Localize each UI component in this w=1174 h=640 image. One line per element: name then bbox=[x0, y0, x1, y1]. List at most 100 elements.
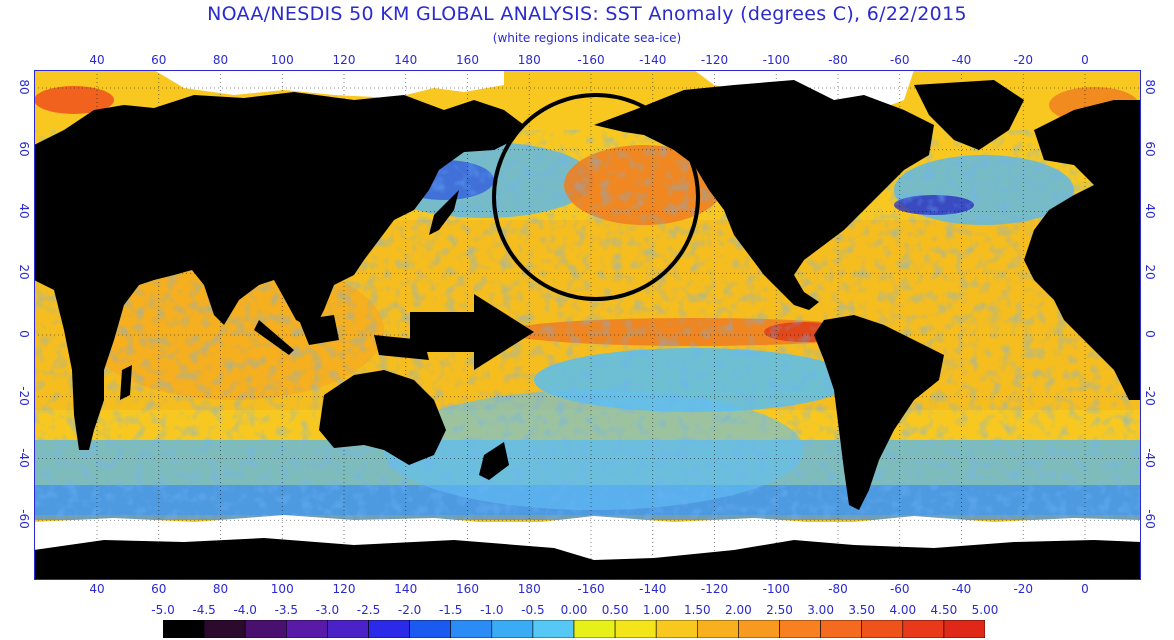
colorbar-swatch bbox=[573, 620, 616, 638]
colorbar-swatch bbox=[327, 620, 369, 638]
colorbar-tick-label: -5.0 bbox=[151, 603, 175, 617]
longitude-tick-label: 160 bbox=[456, 582, 479, 596]
longitude-tick-label: -80 bbox=[828, 582, 848, 596]
latitude-tick-label: 20 bbox=[1143, 264, 1157, 280]
latitude-tick-label: 0 bbox=[1143, 330, 1157, 338]
borneo bbox=[299, 315, 339, 345]
longitude-tick-label: -20 bbox=[1013, 582, 1034, 596]
colorbar-tick-label: 2.00 bbox=[725, 603, 752, 617]
europe-africa-east bbox=[1024, 100, 1141, 400]
longitude-tick-label: -20 bbox=[1013, 53, 1034, 67]
latitude-tick-label: 20 bbox=[17, 264, 31, 280]
antarctic-ice-edge bbox=[34, 515, 1141, 540]
colorbar-tick-label: 3.50 bbox=[848, 603, 876, 617]
latitude-tick-label: -20 bbox=[17, 385, 31, 406]
colorbar-swatch bbox=[409, 620, 452, 638]
longitude-tick-label: -60 bbox=[889, 53, 910, 67]
longitude-tick-label: -80 bbox=[828, 53, 848, 67]
antarctica bbox=[34, 538, 1141, 580]
arctic-warm-w bbox=[34, 86, 114, 114]
latitude-tick-label: -40 bbox=[17, 447, 31, 468]
colorbar-swatch bbox=[655, 620, 698, 638]
colorbar-tick-label: 1.50 bbox=[683, 603, 711, 617]
longitude-tick-label: 60 bbox=[151, 582, 167, 596]
colorbar-tick-label: 0.50 bbox=[601, 603, 629, 617]
latitude-tick-label: -20 bbox=[1143, 385, 1157, 406]
colorbar-tick-label: 1.00 bbox=[642, 603, 670, 617]
arctic-ice bbox=[154, 70, 504, 98]
south-america bbox=[814, 315, 944, 510]
latitude-tick-label: 60 bbox=[1143, 141, 1157, 157]
greenland bbox=[914, 80, 1024, 150]
colorbar-tick-label: 5.00 bbox=[971, 603, 999, 617]
eurasia-africa bbox=[34, 92, 524, 450]
sumatra bbox=[254, 320, 294, 355]
colorbar-swatch bbox=[532, 620, 575, 638]
colorbar-tick-label: 4.00 bbox=[889, 603, 917, 617]
longitude-tick-label: -120 bbox=[700, 53, 729, 67]
colorbar-tick-label: -3.5 bbox=[274, 603, 299, 617]
colorbar-tick-label: 3.00 bbox=[807, 603, 834, 617]
longitude-tick-label: 40 bbox=[89, 582, 105, 596]
australia bbox=[319, 370, 446, 465]
colorbar-swatch bbox=[861, 620, 904, 638]
latitude-tick-label: -60 bbox=[17, 509, 31, 530]
colorbar-tick-label: -2.0 bbox=[397, 603, 422, 617]
longitude-tick-label: -160 bbox=[577, 53, 605, 67]
colorbar-tick-label: -2.5 bbox=[356, 603, 381, 617]
colorbar-swatch bbox=[450, 620, 493, 638]
map-subtitle: (white regions indicate sea-ice) bbox=[492, 31, 682, 45]
colorbar-swatch bbox=[902, 620, 945, 638]
colorbar-tick-label: -4.5 bbox=[192, 603, 216, 617]
new-zealand bbox=[479, 442, 509, 480]
longitude-tick-label: 140 bbox=[394, 53, 418, 67]
colorbar-swatch bbox=[203, 620, 246, 638]
warm-blob-circle-annotation bbox=[492, 93, 700, 301]
colorbar-tick-label: -0.5 bbox=[521, 603, 545, 617]
colorbar-swatch bbox=[244, 620, 287, 638]
colorbar-tick-label: 4.50 bbox=[930, 603, 958, 617]
longitude-tick-label: 140 bbox=[394, 582, 418, 596]
latitude-tick-label: 80 bbox=[17, 79, 31, 95]
longitude-tick-label: -60 bbox=[889, 582, 910, 596]
colorbar-swatch bbox=[491, 620, 534, 638]
colorbar bbox=[163, 620, 985, 638]
longitude-tick-label: 120 bbox=[332, 582, 356, 596]
latitude-tick-label: 0 bbox=[17, 330, 31, 338]
longitude-tick-label: 80 bbox=[212, 53, 229, 67]
latitude-tick-label: -60 bbox=[1143, 509, 1157, 530]
colorbar-swatch bbox=[779, 620, 821, 638]
longitude-tick-label: 100 bbox=[270, 582, 294, 596]
longitude-tick-label: 120 bbox=[332, 53, 356, 67]
colorbar-tick-label: -1.0 bbox=[480, 603, 504, 617]
colorbar-tick-label: 0.00 bbox=[560, 603, 588, 617]
madagascar bbox=[120, 365, 132, 400]
colorbar-swatch bbox=[614, 620, 657, 638]
longitude-tick-label: -100 bbox=[762, 582, 790, 596]
colorbar-swatch bbox=[368, 620, 410, 638]
colorbar-tick-label: -4.0 bbox=[233, 603, 257, 617]
longitude-tick-label: -120 bbox=[700, 582, 729, 596]
colorbar-swatch bbox=[820, 620, 862, 638]
colorbar-swatch bbox=[696, 620, 739, 638]
longitude-tick-label: 160 bbox=[456, 53, 479, 67]
longitude-tick-label: 0 bbox=[1081, 582, 1089, 596]
el-nino-arrow-annotation bbox=[410, 294, 534, 370]
colorbar-tick-label: -1.5 bbox=[438, 603, 463, 617]
colorbar-tick-label: -3.0 bbox=[315, 603, 340, 617]
longitude-tick-label: 0 bbox=[1081, 53, 1089, 67]
japan bbox=[429, 190, 459, 235]
longitude-tick-label: 80 bbox=[212, 582, 229, 596]
colorbar-tick-label: 2.50 bbox=[766, 603, 793, 617]
longitude-tick-label: 100 bbox=[270, 53, 294, 67]
colorbar-swatch bbox=[943, 620, 985, 638]
latitude-tick-label: 40 bbox=[17, 202, 31, 219]
longitude-tick-label: -40 bbox=[951, 53, 972, 67]
longitude-tick-label: -140 bbox=[639, 582, 667, 596]
sst-anomaly-map bbox=[34, 70, 1141, 580]
colorbar-swatch bbox=[286, 620, 328, 638]
longitude-tick-label: 180 bbox=[517, 53, 541, 67]
longitude-tick-label: -160 bbox=[577, 582, 605, 596]
longitude-tick-label: -100 bbox=[762, 53, 790, 67]
longitude-tick-label: 60 bbox=[151, 53, 167, 67]
